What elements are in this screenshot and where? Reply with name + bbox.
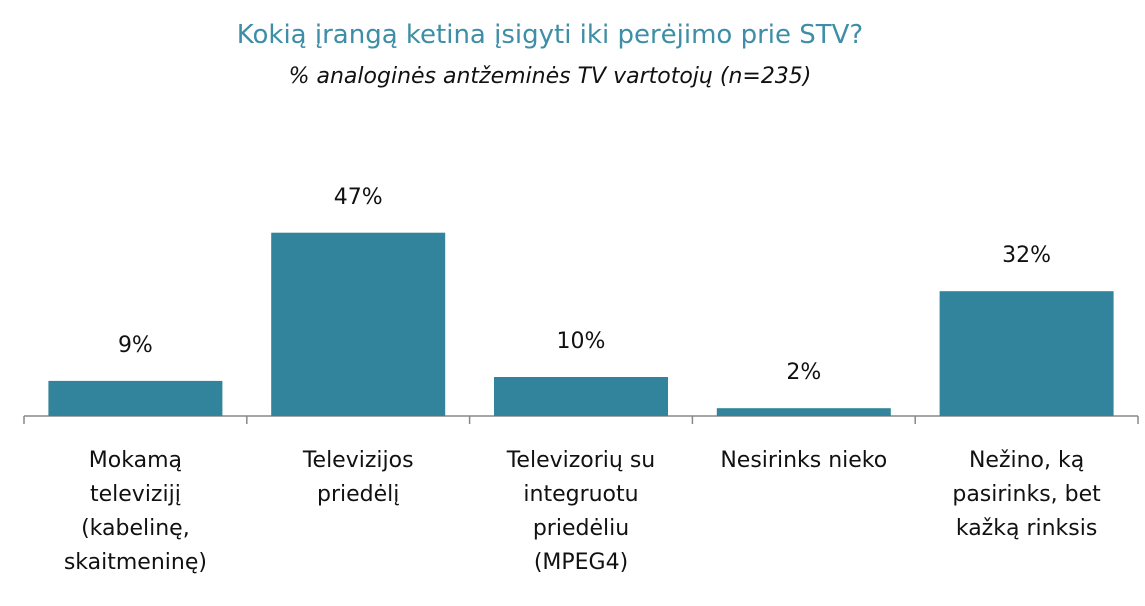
bar — [939, 291, 1114, 416]
x-tick-label: Mokamą televizijį (kabelinę, skaitmeninę… — [63, 448, 207, 575]
value-label: 47% — [333, 184, 383, 210]
bar — [494, 377, 668, 416]
chart-subtitle: % analoginės antžeminės TV vartotojų (n=… — [288, 64, 812, 89]
bar — [716, 408, 891, 416]
value-label: 2% — [786, 360, 822, 386]
chart-title: Kokią įrangą ketina įsigyti iki perėjimo… — [236, 20, 864, 50]
value-label: 32% — [1002, 243, 1052, 269]
bar — [48, 380, 223, 416]
bar — [271, 232, 446, 416]
value-label: 10% — [556, 329, 606, 354]
x-tick-label: Nesirinks nieko — [720, 448, 888, 473]
x-tick-label: Televizorių su integruotu priedėliu (MPE… — [506, 448, 656, 575]
x-tick-label: Nežino, ką pasirinks, bet kažką rinksis — [952, 448, 1101, 541]
x-tick-label: Televizijos priedėlį — [302, 448, 414, 507]
value-label: 9% — [117, 332, 153, 358]
